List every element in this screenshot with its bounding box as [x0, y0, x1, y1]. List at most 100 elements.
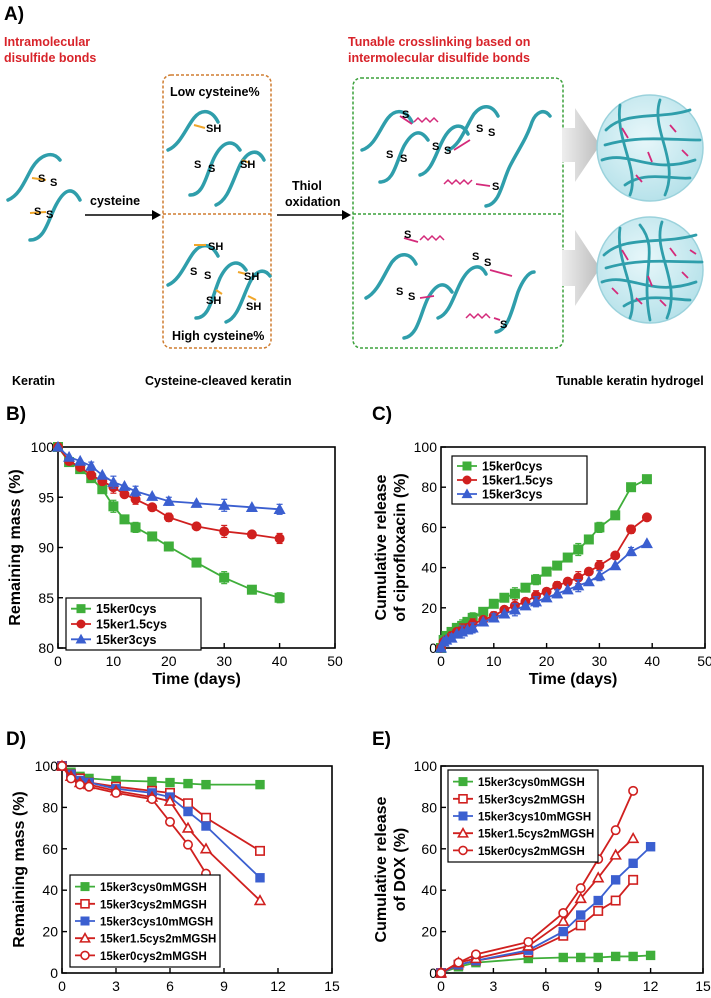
data-point [592, 871, 605, 883]
data-point [610, 550, 621, 561]
crosslink-bonds: S S S S S S S S S S S S S S [386, 109, 513, 331]
s-label: S [46, 209, 53, 221]
data-point [51, 440, 65, 452]
y-tick-label: 40 [421, 560, 437, 576]
x-tick-label: 30 [216, 653, 232, 669]
data-point [628, 874, 639, 885]
s-label: S [204, 270, 211, 282]
data-point [558, 907, 569, 918]
legend-label: 15ker0cys2mMGSH [100, 951, 207, 963]
legend-marker [462, 461, 472, 471]
data-point [219, 572, 230, 583]
hydrogel-caption: Tunable keratin hydrogel [556, 374, 704, 388]
tunable-line1: Tunable crosslinking based on [348, 35, 530, 49]
data-point [85, 459, 98, 471]
legend-marker [76, 619, 86, 629]
data-point [201, 779, 211, 790]
cysteine-label: cysteine [90, 194, 140, 208]
data-point [199, 842, 213, 854]
keratin-disulfides: S S S S [29, 173, 57, 221]
legend: 15ker3cys0mMGSH 15ker3cys2mMGSH 15ker3cys1… [69, 874, 221, 968]
data-point [201, 821, 211, 831]
legend-label: 15ker3cys10mMGSH [100, 917, 213, 929]
legend-label: 15ker3cys2mMGSH [478, 794, 585, 806]
data-point [509, 588, 520, 599]
s-label: S [208, 163, 215, 175]
y-axis-label-line2: of ciprofloxacin (%) [392, 473, 409, 621]
data-point [551, 587, 564, 599]
data-point [147, 794, 158, 805]
series-15ker1.5cys [53, 442, 285, 545]
data-point [163, 512, 174, 523]
data-point [572, 579, 585, 591]
x-tick-label: 40 [272, 653, 288, 669]
y-axis-label-line1: Cumulative release [373, 474, 390, 620]
y-tick-label: 0 [429, 965, 437, 981]
y-tick-label: 60 [42, 841, 58, 857]
x-tick-label: 30 [592, 653, 608, 669]
sh-label: SH [206, 123, 221, 135]
cysteine-arrow-head [152, 210, 161, 220]
y-axis-label-line2: of DOX (%) [392, 828, 409, 912]
series-15ker3cys [434, 537, 653, 653]
data-point [146, 490, 159, 501]
legend-label: 15ker0cys2mMGSH [478, 846, 585, 858]
data-point [626, 831, 640, 844]
legend-marker [80, 950, 90, 961]
data-point [487, 611, 500, 623]
legend-label: 15ker1.5cys2mMGSH [100, 934, 216, 946]
data-point [552, 560, 563, 571]
sh-label: SH [246, 301, 261, 313]
legend-label: 15ker1.5cys2mMGSH [478, 829, 594, 841]
x-tick-label: 0 [54, 653, 62, 669]
s-label: S [408, 291, 415, 303]
data-point [63, 450, 76, 462]
data-point [108, 501, 119, 512]
data-point [610, 510, 621, 521]
legend-label: 15ker3cys0mMGSH [478, 777, 585, 789]
data-point [558, 952, 568, 963]
legend: 15ker3cys0mMGSH 15ker3cys2mMGSH 15ker3cys1… [447, 769, 599, 863]
data-point [130, 522, 141, 533]
data-point [183, 839, 194, 850]
s-label: S [402, 109, 409, 121]
plot-frame [440, 765, 704, 974]
data-point [610, 825, 621, 836]
y-tick-label: 85 [38, 590, 54, 606]
legend-marker [462, 475, 472, 485]
data-point [575, 920, 586, 931]
data-point [477, 615, 490, 627]
legend-marker [458, 845, 468, 856]
s-label: S [432, 141, 439, 153]
data-point [562, 552, 573, 563]
data-point [273, 503, 286, 514]
data-point [626, 524, 637, 535]
data-point [163, 541, 174, 552]
data-point [119, 489, 130, 500]
intramolecular-line2: disulfide bonds [4, 51, 96, 65]
data-point [645, 950, 656, 961]
panel-label-e: E) [372, 729, 391, 750]
y-tick-label: 95 [38, 489, 54, 505]
chart-b-remaining-mass: B) 0 10 20 30 40 50 80 85 90 95 100 Time (days) Remai… [6, 404, 343, 688]
s-label: S [404, 229, 411, 241]
data-point [523, 936, 534, 947]
x-tick-label: 10 [106, 653, 122, 669]
s-label: S [500, 319, 507, 331]
x-tick-label: 50 [697, 653, 711, 669]
legend-marker [80, 916, 90, 926]
cleaved-sh-labels: SH S S SH SH S S SH SH SH [190, 123, 261, 313]
data-point [574, 892, 587, 904]
data-point [183, 798, 194, 809]
data-point [641, 474, 652, 485]
data-point [129, 485, 142, 496]
data-point [147, 502, 158, 513]
data-point [609, 848, 622, 860]
y-tick-label: 40 [421, 882, 437, 898]
data-point [245, 501, 258, 512]
x-tick-label: 12 [270, 978, 286, 993]
data-point [181, 821, 195, 833]
x-tick-label: 20 [161, 653, 177, 669]
data-point [628, 858, 638, 868]
hydrogel-sphere-top [596, 94, 704, 202]
